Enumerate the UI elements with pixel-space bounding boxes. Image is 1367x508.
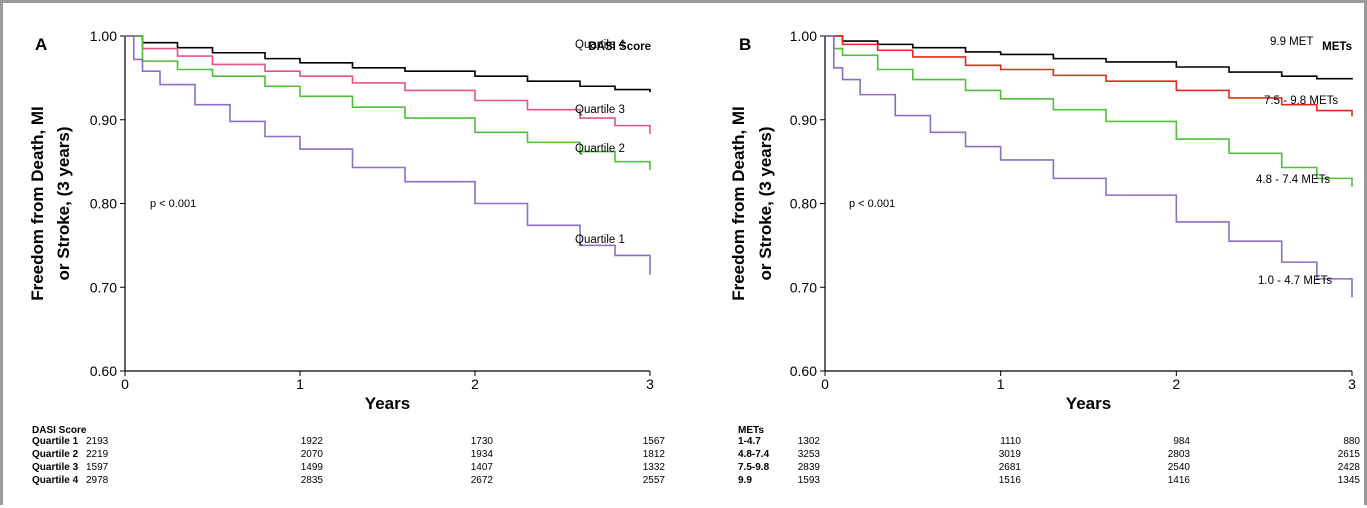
y-axis-title-line1: Freedom from Death, MI (28, 106, 47, 301)
p-value-annotation: p < 0.001 (849, 198, 895, 210)
y-tick-label: 0.90 (90, 112, 117, 128)
risk-table-value: 1730 (471, 436, 494, 447)
y-tick-label: 0.80 (90, 196, 117, 212)
x-tick-label: 1 (296, 376, 304, 392)
risk-table-value: 1922 (301, 436, 324, 447)
x-tick-label: 1 (997, 376, 1005, 392)
y-tick-label: 0.70 (790, 279, 817, 295)
risk-table-value: 1302 (798, 436, 821, 447)
y-axis-title-line1: Freedom from Death, MI (729, 106, 748, 301)
x-axis-title: Years (1066, 394, 1111, 413)
legend-title: DASI Score (588, 41, 651, 53)
series-label: 4.8 - 7.4 METs (1256, 174, 1330, 186)
legend-title: METs (1322, 41, 1352, 53)
risk-table-value: 1593 (798, 475, 821, 486)
series-line (125, 35, 651, 275)
risk-table-value: 1597 (86, 462, 109, 473)
risk-table-value: 3019 (999, 449, 1022, 460)
risk-table-value: 1812 (643, 449, 666, 460)
risk-table-value: 2835 (301, 475, 324, 486)
x-tick-label: 3 (646, 376, 654, 392)
panel-label: B (739, 35, 751, 54)
risk-table-value: 1416 (1168, 475, 1191, 486)
risk-table-value: 880 (1343, 436, 1360, 447)
risk-table-value: 2540 (1168, 462, 1191, 473)
series-line (125, 35, 651, 134)
y-tick-label: 0.90 (790, 112, 817, 128)
risk-table-value: 2070 (301, 449, 324, 460)
y-tick-label: 1.00 (90, 28, 117, 44)
y-tick-label: 0.80 (790, 196, 817, 212)
risk-table-value: 2193 (86, 436, 109, 447)
series-line (125, 35, 651, 93)
series-label: Quartile 4 (575, 39, 625, 51)
risk-table-value: 984 (1173, 436, 1190, 447)
risk-table-row-label: 7.5-9.8 (738, 462, 770, 473)
series-label: 7.5 - 9.8 METs (1264, 95, 1338, 107)
risk-table-value: 2839 (798, 462, 821, 473)
p-value-annotation: p < 0.001 (150, 198, 196, 210)
risk-table-value: 1110 (1000, 436, 1021, 447)
panel-label: A (35, 35, 47, 54)
risk-table-value: 2803 (1168, 449, 1191, 460)
risk-table-value: 1345 (1338, 475, 1361, 486)
risk-table-value: 2219 (86, 449, 109, 460)
risk-table-row-label: 4.8-7.4 (738, 449, 770, 460)
series-label: Quartile 2 (575, 143, 625, 155)
risk-table-value: 1567 (643, 436, 666, 447)
y-axis-title-line2: or Stroke, (3 years) (54, 126, 73, 280)
series-line (825, 35, 1353, 298)
risk-table-value: 2615 (1338, 449, 1361, 460)
series-label: Quartile 1 (575, 234, 625, 246)
risk-table-row-label: Quartile 1 (32, 436, 79, 447)
risk-table-value: 2557 (643, 475, 666, 486)
risk-table-title: DASI Score (32, 425, 87, 436)
x-tick-label: 3 (1348, 376, 1356, 392)
risk-table-value: 1934 (471, 449, 494, 460)
risk-table-value: 1332 (643, 462, 666, 473)
risk-table-value: 1499 (301, 462, 324, 473)
series-line (825, 35, 1353, 117)
risk-table-row-label: Quartile 4 (32, 475, 79, 486)
series-label: Quartile 3 (575, 104, 625, 116)
series-label: 1.0 - 4.7 METs (1258, 275, 1332, 287)
risk-table-row-label: Quartile 2 (32, 449, 79, 460)
x-tick-label: 2 (1172, 376, 1180, 392)
y-tick-label: 0.60 (90, 363, 117, 379)
x-axis-title: Years (365, 394, 410, 413)
risk-table-value: 1516 (999, 475, 1022, 486)
risk-table-value: 1407 (471, 462, 494, 473)
y-tick-label: 0.60 (790, 363, 817, 379)
x-tick-label: 0 (121, 376, 129, 392)
x-tick-label: 2 (471, 376, 479, 392)
risk-table-value: 3253 (798, 449, 821, 460)
risk-table-value: 2681 (999, 462, 1022, 473)
risk-table-row-label: Quartile 3 (32, 462, 79, 473)
risk-table-title: METs (738, 425, 764, 436)
y-axis-title-line2: or Stroke, (3 years) (756, 126, 775, 280)
risk-table-value: 2978 (86, 475, 109, 486)
y-tick-label: 0.70 (90, 279, 117, 295)
risk-table-value: 2428 (1338, 462, 1361, 473)
km-figure: A 0.60 0.70 0.80 0.90 1.00 0 1 2 3 Years Freedom fr… (28, 28, 1361, 486)
series-line (825, 35, 1353, 187)
y-tick-label: 1.00 (790, 28, 817, 44)
risk-table-row-label: 1-4.7 (738, 436, 761, 447)
risk-table-row-label: 9.9 (738, 475, 752, 486)
x-tick-label: 0 (821, 376, 829, 392)
risk-table-value: 2672 (471, 475, 494, 486)
series-label: 9.9 MET (1270, 36, 1313, 48)
series-line (125, 35, 651, 170)
